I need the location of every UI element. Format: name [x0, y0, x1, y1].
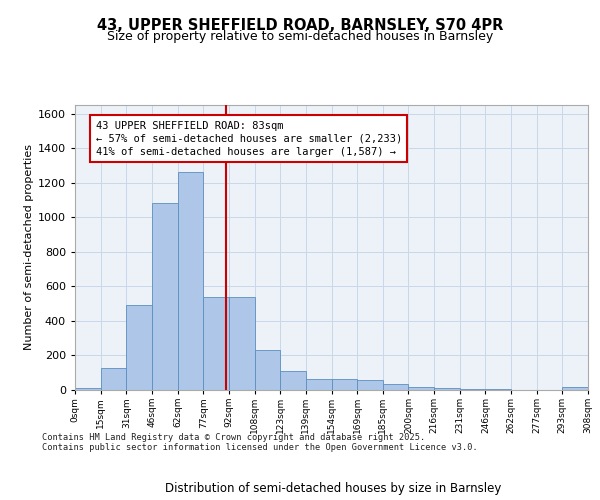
- Bar: [434, 388, 460, 390]
- Bar: [178, 172, 203, 390]
- Bar: [152, 204, 178, 390]
- Bar: [229, 296, 254, 390]
- Y-axis label: Number of semi-detached properties: Number of semi-detached properties: [23, 144, 34, 350]
- Bar: [254, 350, 280, 390]
- Bar: [357, 380, 383, 390]
- Bar: [280, 371, 306, 390]
- Bar: [306, 379, 331, 390]
- Text: 43, UPPER SHEFFIELD ROAD, BARNSLEY, S70 4PR: 43, UPPER SHEFFIELD ROAD, BARNSLEY, S70 …: [97, 18, 503, 32]
- Text: Size of property relative to semi-detached houses in Barnsley: Size of property relative to semi-detach…: [107, 30, 493, 43]
- Bar: [562, 388, 588, 390]
- Bar: [460, 389, 485, 390]
- Bar: [203, 296, 229, 390]
- Bar: [331, 379, 357, 390]
- Text: Contains HM Land Registry data © Crown copyright and database right 2025.
Contai: Contains HM Land Registry data © Crown c…: [42, 433, 478, 452]
- Bar: [101, 368, 127, 390]
- Bar: [75, 388, 101, 390]
- Bar: [383, 384, 409, 390]
- Bar: [127, 306, 152, 390]
- Bar: [485, 389, 511, 390]
- Text: 43 UPPER SHEFFIELD ROAD: 83sqm
← 57% of semi-detached houses are smaller (2,233): 43 UPPER SHEFFIELD ROAD: 83sqm ← 57% of …: [95, 120, 402, 157]
- Bar: [409, 386, 434, 390]
- Text: Distribution of semi-detached houses by size in Barnsley: Distribution of semi-detached houses by …: [165, 482, 501, 495]
